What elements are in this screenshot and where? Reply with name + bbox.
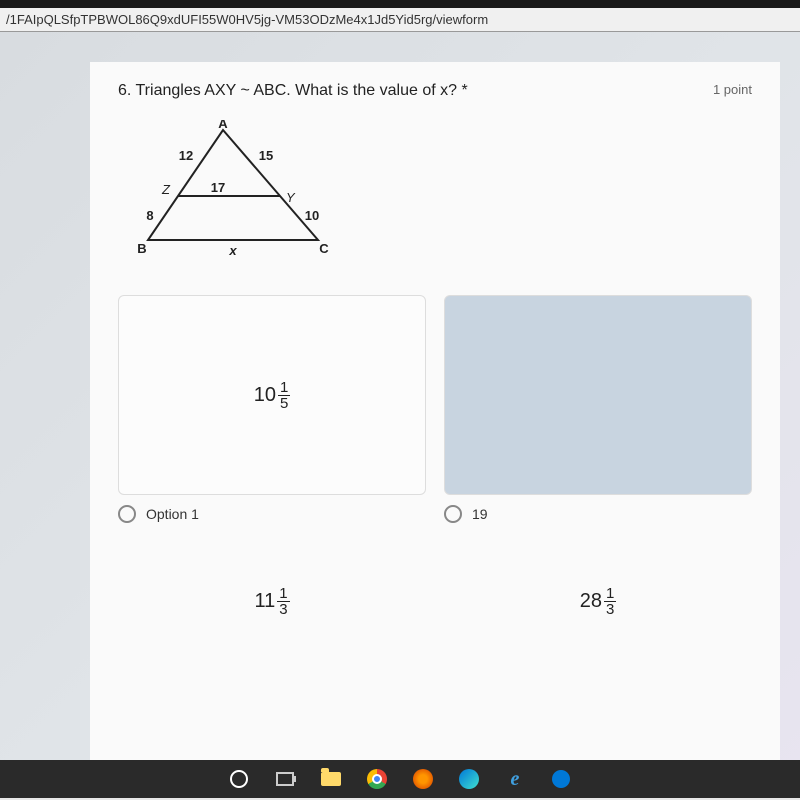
opt3-num: 1 — [277, 586, 289, 602]
option-1-label: Option 1 — [146, 506, 199, 522]
label-B: B — [137, 241, 146, 256]
option-2-label: 19 — [472, 506, 488, 522]
option-1-image: 10 1 5 — [118, 295, 426, 495]
question-body: Triangles AXY ~ ABC. What is the value o… — [136, 82, 468, 99]
option-3[interactable]: 11 1 3 — [118, 541, 426, 661]
len-YC: 10 — [305, 208, 319, 223]
points-label: 1 point — [713, 82, 752, 97]
option-2-label-row[interactable]: 19 — [444, 505, 752, 523]
len-AZ: 12 — [179, 148, 193, 163]
opt1-num: 1 — [278, 380, 290, 396]
app-icon[interactable] — [549, 767, 573, 791]
option-4[interactable]: 28 1 3 — [444, 541, 752, 661]
option-2-image — [444, 295, 752, 495]
option-2[interactable]: 19 — [444, 295, 752, 523]
radio-icon[interactable] — [118, 505, 136, 523]
form-card: 6. Triangles AXY ~ ABC. What is the valu… — [90, 62, 780, 798]
page-background: 6. Triangles AXY ~ ABC. What is the valu… — [0, 32, 800, 798]
screen-area: /1FAIpQLSfpTPBWOL86Q9xdUFI55W0HV5jg-VM53… — [0, 8, 800, 800]
option-1-label-row[interactable]: Option 1 — [118, 505, 426, 523]
opt4-whole: 28 — [580, 590, 602, 613]
firefox-icon[interactable] — [411, 767, 435, 791]
opt1-whole: 10 — [254, 384, 276, 407]
task-view-icon[interactable] — [273, 767, 297, 791]
opt3-den: 3 — [277, 602, 289, 617]
option-4-image: 28 1 3 — [444, 541, 752, 661]
file-explorer-icon[interactable] — [319, 767, 343, 791]
cortana-icon[interactable] — [227, 767, 251, 791]
triangle-diagram: A B C Z Y 12 15 17 8 10 x — [128, 120, 752, 265]
radio-icon[interactable] — [444, 505, 462, 523]
question-text: 6. Triangles AXY ~ ABC. What is the valu… — [118, 82, 468, 100]
question-row: 6. Triangles AXY ~ ABC. What is the valu… — [118, 82, 752, 100]
option-1[interactable]: 10 1 5 Option 1 — [118, 295, 426, 523]
label-Z: Z — [161, 182, 171, 197]
opt4-den: 3 — [604, 602, 616, 617]
ie-icon[interactable]: e — [503, 767, 527, 791]
url-bar[interactable]: /1FAIpQLSfpTPBWOL86Q9xdUFI55W0HV5jg-VM53… — [0, 8, 800, 32]
len-ZB: 8 — [146, 208, 153, 223]
taskbar[interactable]: e — [0, 760, 800, 798]
label-C: C — [319, 241, 329, 256]
question-number: 6. — [118, 82, 131, 99]
len-AY: 15 — [259, 148, 273, 163]
options-grid: 10 1 5 Option 1 — [118, 295, 752, 661]
opt4-num: 1 — [604, 586, 616, 602]
option-3-image: 11 1 3 — [118, 541, 426, 661]
opt3-whole: 11 — [254, 590, 275, 613]
label-A: A — [218, 120, 228, 131]
chrome-icon[interactable] — [365, 767, 389, 791]
opt1-den: 5 — [278, 396, 290, 411]
edge-icon[interactable] — [457, 767, 481, 791]
len-ZY: 17 — [211, 180, 225, 195]
len-BC: x — [228, 243, 237, 258]
label-Y: Y — [286, 190, 296, 205]
